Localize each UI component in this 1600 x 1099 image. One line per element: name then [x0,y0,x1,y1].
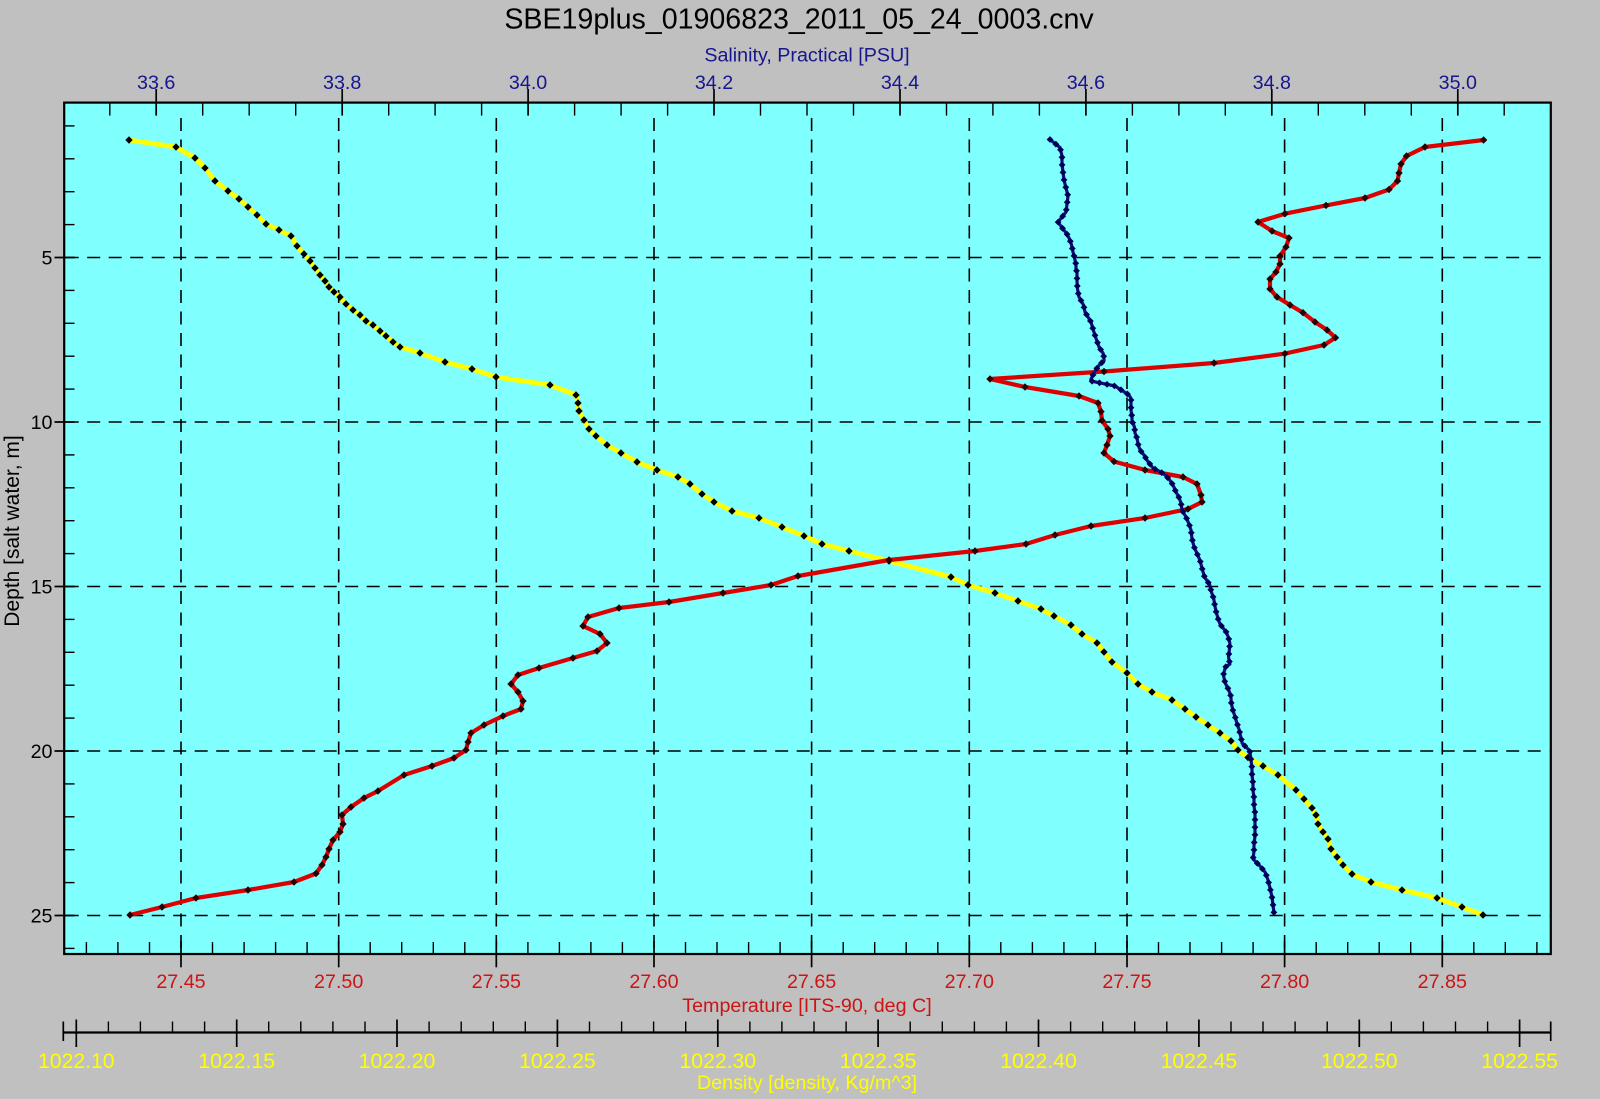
svg-text:34.2: 34.2 [695,72,733,94]
svg-text:10: 10 [31,412,53,434]
svg-text:1022.35: 1022.35 [840,1050,917,1073]
svg-text:5: 5 [42,248,53,270]
svg-text:27.45: 27.45 [156,971,205,993]
svg-text:27.50: 27.50 [314,971,363,993]
svg-text:1022.55: 1022.55 [1481,1050,1558,1073]
svg-text:27.75: 27.75 [1102,971,1151,993]
svg-text:1022.50: 1022.50 [1321,1050,1398,1073]
svg-text:20: 20 [31,741,53,763]
svg-text:Density [density, Kg/m^3]: Density [density, Kg/m^3] [697,1072,917,1094]
svg-text:27.85: 27.85 [1418,971,1467,993]
svg-text:1022.45: 1022.45 [1161,1050,1238,1073]
svg-text:27.65: 27.65 [787,971,836,993]
svg-text:34.4: 34.4 [881,72,919,94]
svg-text:1022.15: 1022.15 [198,1050,275,1073]
svg-text:25: 25 [31,906,53,928]
svg-text:27.55: 27.55 [472,971,521,993]
svg-text:15: 15 [31,577,53,599]
svg-text:34.8: 34.8 [1253,72,1291,94]
svg-text:Depth [salt water, m]: Depth [salt water, m] [1,435,24,626]
svg-text:34.0: 34.0 [509,72,547,94]
svg-text:27.70: 27.70 [945,971,994,993]
svg-text:1022.30: 1022.30 [680,1050,757,1073]
svg-text:33.8: 33.8 [323,72,361,94]
svg-text:SBE19plus_01906823_2011_05_24_: SBE19plus_01906823_2011_05_24_0003.cnv [504,4,1094,36]
svg-text:34.6: 34.6 [1067,72,1105,94]
svg-text:1022.20: 1022.20 [359,1050,436,1073]
svg-text:1022.25: 1022.25 [519,1050,596,1073]
svg-text:Salinity, Practical [PSU]: Salinity, Practical [PSU] [704,45,909,67]
svg-text:Temperature [ITS-90, deg C]: Temperature [ITS-90, deg C] [682,995,932,1017]
svg-text:33.6: 33.6 [137,72,175,94]
svg-text:1022.40: 1022.40 [1000,1050,1077,1073]
svg-text:27.60: 27.60 [629,971,678,993]
svg-text:27.80: 27.80 [1260,971,1309,993]
svg-text:1022.10: 1022.10 [38,1050,115,1073]
svg-text:35.0: 35.0 [1439,72,1477,94]
